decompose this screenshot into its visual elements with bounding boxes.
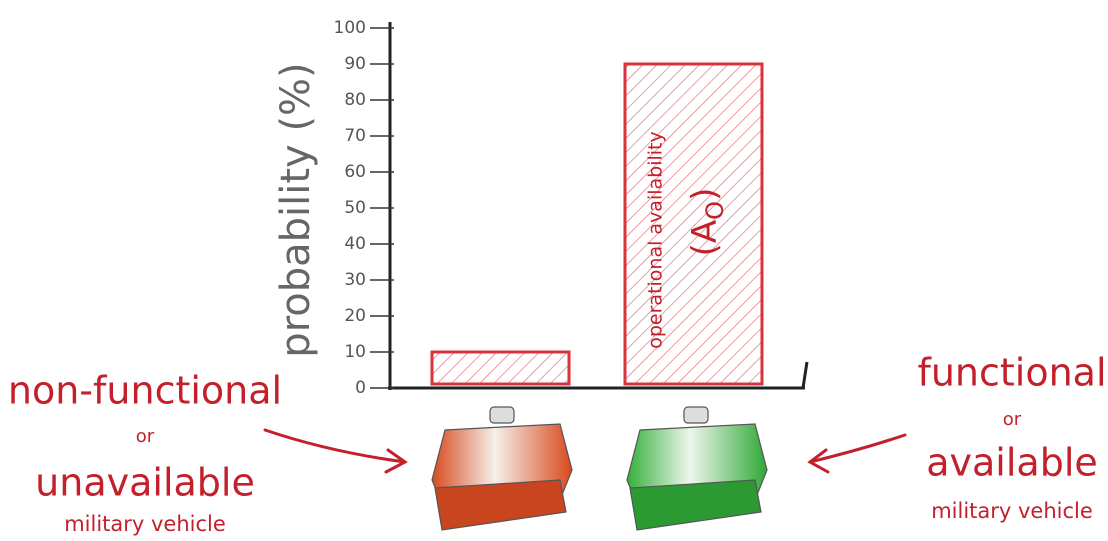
left-label: or <box>136 426 155 447</box>
y-tick-label: 90 <box>344 54 366 74</box>
bar <box>430 350 571 386</box>
y-tick-label: 80 <box>344 90 366 110</box>
y-tick-label: 60 <box>344 162 366 182</box>
bar-annotation: operational availability <box>645 131 667 349</box>
y-tick-label: 30 <box>344 270 366 290</box>
y-tick-label: 40 <box>344 234 366 254</box>
tank-unavailable <box>431 406 573 531</box>
y-tick-label: 20 <box>344 306 366 326</box>
tank-available <box>626 406 768 531</box>
y-tick-label: 10 <box>344 342 366 362</box>
y-tick-label: 70 <box>344 126 366 146</box>
x-axis-end <box>801 361 809 389</box>
right-label: military vehicle <box>931 499 1093 523</box>
symbol-part: O <box>701 201 729 220</box>
arrow-right <box>807 433 907 474</box>
right-label: or <box>1003 409 1022 430</box>
y-tick-label: 50 <box>344 198 366 218</box>
bar-annotation-symbol: (AO) <box>685 188 730 257</box>
y-axis-label: probability (%) <box>273 62 319 357</box>
right-label: available <box>926 441 1098 485</box>
symbol-part: ) <box>685 188 725 201</box>
bar <box>623 62 764 386</box>
symbol-part: (A <box>685 220 725 257</box>
left-label: non-functional <box>8 369 282 413</box>
y-tick-label: 100 <box>334 18 366 38</box>
left-label: unavailable <box>35 461 255 505</box>
arrow-left <box>263 428 408 474</box>
right-label: functional <box>917 351 1106 395</box>
left-label: military vehicle <box>64 512 226 536</box>
y-tick-label: 0 <box>355 378 366 398</box>
